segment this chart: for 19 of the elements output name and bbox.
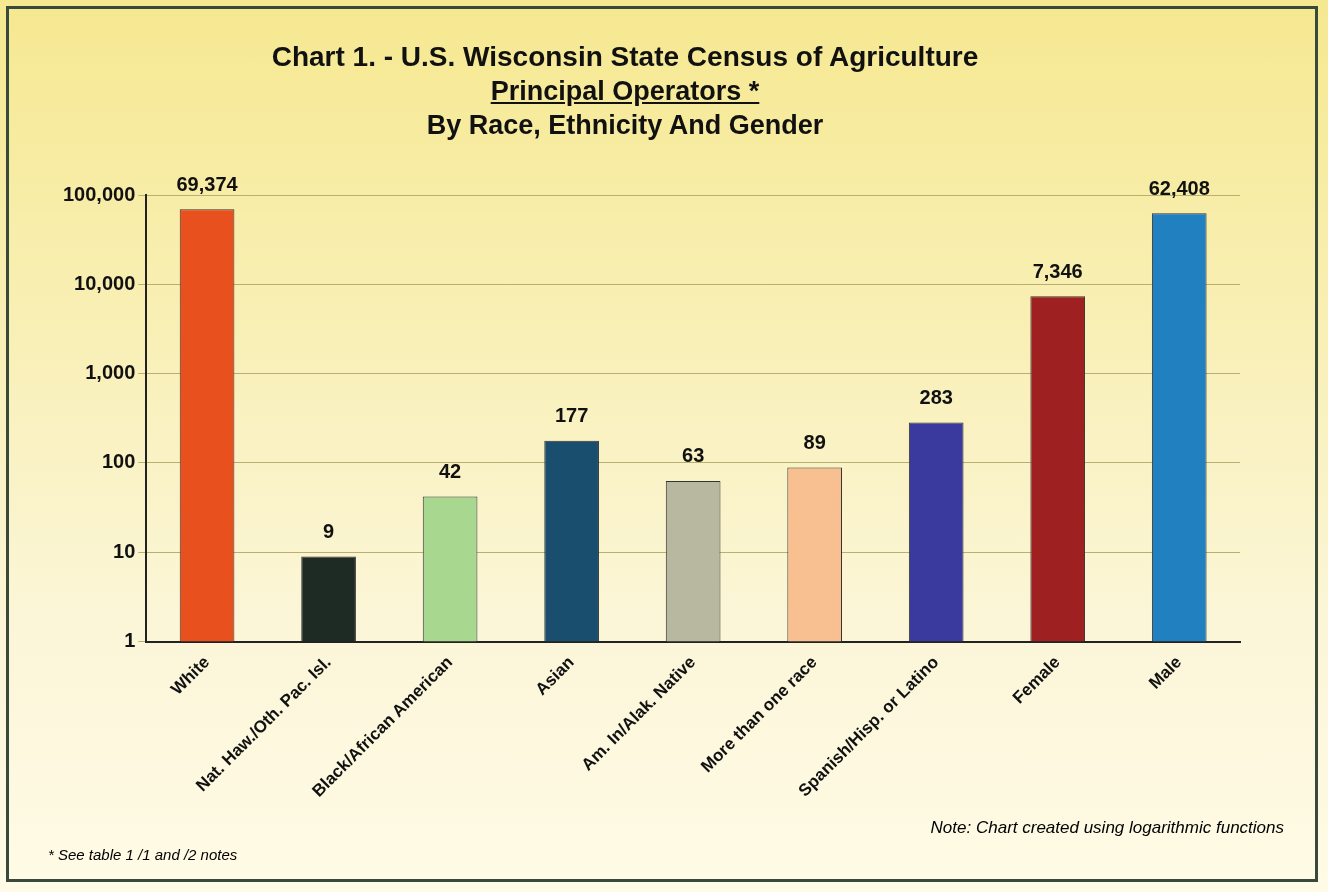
text: Note: Chart created using logarithmic functions (930, 818, 1284, 838)
data-label: 42 (438, 460, 462, 483)
y-tick-label: 10,000 (74, 271, 136, 294)
text: * See table 1 /1 and /2 notes (48, 846, 238, 863)
chart-subtitle: Principal Operators * By Race, Ethnicity And Gender (426, 76, 824, 140)
y-tick-label: 1 (124, 629, 136, 652)
chart-title: Chart 1. - U.S. Wisconsin State Census of Agriculture (270, 40, 980, 74)
data-label: 177 (554, 404, 589, 427)
y-tick-label: 1,000 (85, 361, 136, 384)
data-label: 62,408 (1148, 176, 1210, 199)
y-tick-label: 10 (113, 539, 136, 562)
y-tick-label: 100 (101, 450, 136, 473)
data-label: 89 (803, 431, 826, 454)
data-label: 283 (919, 386, 953, 409)
y-tick-label: 100,000 (63, 182, 136, 205)
data-label: 69,374 (176, 172, 239, 195)
data-label: 63 (682, 444, 705, 467)
data-label: 9 (323, 519, 335, 542)
data-label: 7,346 (1032, 259, 1083, 282)
